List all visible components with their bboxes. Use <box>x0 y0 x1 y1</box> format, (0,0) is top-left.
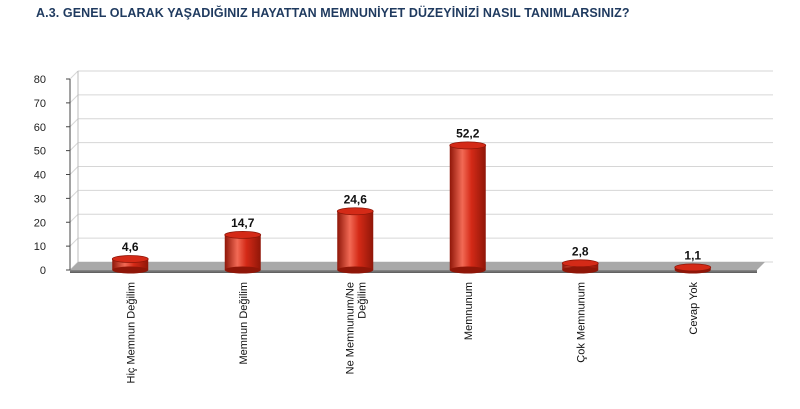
bar-top <box>561 259 599 268</box>
gridline-depth <box>69 142 79 151</box>
gridline-depth <box>69 213 79 223</box>
bar-base <box>112 266 149 274</box>
bar <box>224 234 261 270</box>
y-tick-label: 60 <box>34 122 46 134</box>
y-tick-label: 80 <box>34 74 46 86</box>
bar-base <box>449 266 486 274</box>
bar-base <box>224 266 261 274</box>
gridlines <box>69 70 773 271</box>
category-label: Ne Memnunum/Ne <box>344 282 356 374</box>
category-label: Memnunum <box>463 282 475 340</box>
y-tick-label: 10 <box>34 241 46 253</box>
bar-base <box>562 266 599 274</box>
bars <box>111 141 712 274</box>
gridline-depth <box>69 237 79 247</box>
bar-top <box>224 231 262 239</box>
data-label: 4,6 <box>122 240 139 254</box>
data-label: 2,8 <box>572 244 589 258</box>
y-tick-label: 70 <box>34 98 46 110</box>
data-label: 1,1 <box>684 248 701 262</box>
bar <box>112 259 149 270</box>
category-label: Cevap Yok <box>688 282 700 335</box>
category-label: Hiç Memnun Değilim <box>125 282 137 383</box>
chart-title: A.3. GENEL OLARAK YAŞADIĞINIZ HAYATTAN M… <box>36 6 630 20</box>
data-label: 24,6 <box>344 192 368 206</box>
floor-front <box>70 270 757 273</box>
category-label: Değilim <box>356 282 368 319</box>
data-labels: 4,6 14,7 24,6 52,2 2,8 1,1 <box>122 126 702 262</box>
y-tick-label: 50 <box>34 146 46 158</box>
data-label: 52,2 <box>456 126 480 140</box>
bar-top <box>111 255 149 263</box>
gridline-depth <box>69 190 79 199</box>
chart-floor <box>70 262 765 273</box>
bar <box>449 145 486 270</box>
data-label: 14,7 <box>231 216 255 230</box>
bar-top <box>336 207 374 216</box>
floor-top <box>70 262 765 270</box>
y-tick-label: 40 <box>34 170 46 182</box>
bar <box>337 211 374 270</box>
bar-base <box>337 266 374 274</box>
y-tick-label: 20 <box>34 217 46 229</box>
gridline-depth <box>69 166 79 175</box>
gridline-depth <box>69 70 79 80</box>
bar-top <box>674 263 712 272</box>
category-label: Memnun Değilim <box>238 282 250 365</box>
category-labels: Hiç Memnun Değilim Memnun Değilim Ne Memnu… <box>125 282 700 384</box>
y-tick-label: 0 <box>40 265 46 277</box>
y-tick-label: 30 <box>34 193 46 205</box>
gridline-depth <box>69 94 79 104</box>
category-label: Çok Memnunum <box>575 282 587 363</box>
bar-top <box>449 141 487 150</box>
gridline-depth <box>69 118 79 128</box>
y-axis: 0 10 20 30 40 50 60 70 80 <box>34 71 79 277</box>
